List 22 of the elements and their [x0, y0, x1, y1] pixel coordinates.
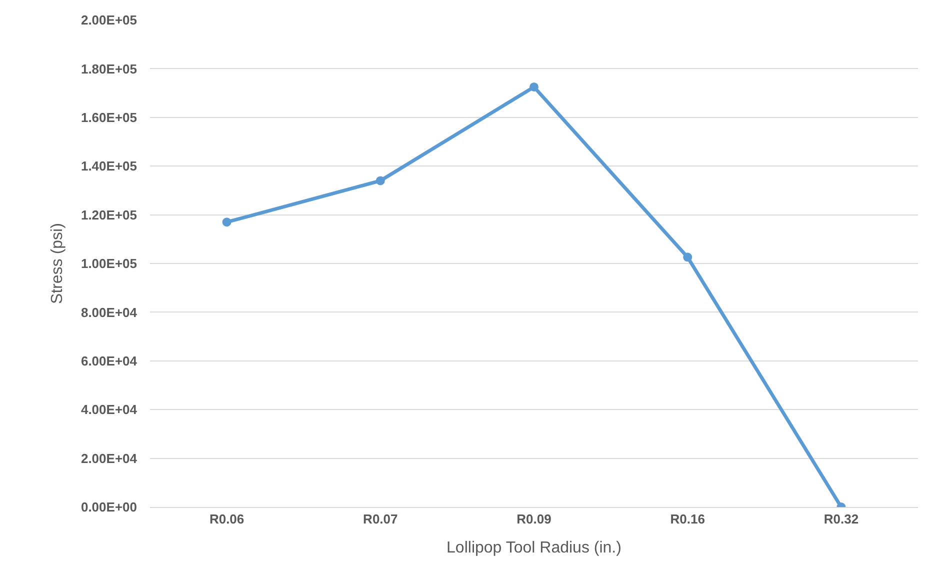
y-tick-label: 1.00E+05	[80, 256, 137, 272]
y-tick-label: 2.00E+05	[80, 12, 137, 28]
y-tick-label: 1.80E+05	[80, 61, 137, 76]
y-tick-label: 0.00E+00	[80, 500, 137, 515]
point	[222, 218, 232, 227]
x-tick-label: R0.09	[516, 512, 552, 527]
point	[530, 82, 538, 92]
point	[683, 252, 692, 262]
y-tick-label: 1.60E+05	[80, 110, 137, 125]
x-axis-title: Lollipop Tool Radius (in.)	[446, 539, 622, 556]
x-tick-label: R0.32	[824, 512, 859, 527]
x-tick-label: R0.16	[670, 512, 705, 527]
point	[376, 176, 385, 186]
y-tick-label: 1.20E+05	[80, 207, 137, 222]
y-tick-label: 4.00E+04	[80, 402, 138, 418]
y-tick-label: 8.00E+04	[80, 304, 138, 320]
y-tick-label: 2.00E+04	[80, 450, 138, 466]
x-tick-label: R0.06	[209, 512, 244, 527]
y-tick-label: 1.40E+05	[80, 158, 137, 174]
x-tick-label: R0.07	[363, 512, 398, 527]
y-tick-label: 6.00E+04	[80, 353, 138, 368]
y-axis-title: Stress (psi)	[48, 223, 66, 304]
